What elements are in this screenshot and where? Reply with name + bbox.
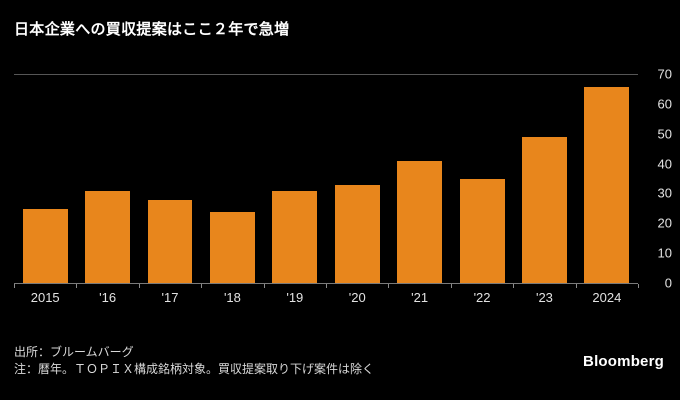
bar-2015 xyxy=(22,208,68,283)
plot-area xyxy=(14,74,639,288)
bar-18 xyxy=(209,211,255,283)
bar-16 xyxy=(85,190,131,283)
x-tick-mark xyxy=(201,284,203,288)
x-axis-label: '21 xyxy=(411,290,429,305)
x-tick-mark xyxy=(638,284,639,288)
bar-slot xyxy=(513,75,575,283)
bar-slot xyxy=(139,75,201,283)
bars-group xyxy=(14,75,638,283)
note-text: 注：暦年。ＴＯＰＩＸ構成銘柄対象。買収提案取り下げ案件は除く xyxy=(14,362,375,376)
x-axis-label: 2024 xyxy=(592,290,622,305)
x-axis-label: '17 xyxy=(161,290,179,305)
x-axis-baseline xyxy=(14,283,638,284)
y-axis-label: 70 xyxy=(657,66,672,82)
bar-slot xyxy=(388,75,450,283)
x-axis-label: '20 xyxy=(348,290,366,305)
bar-slot xyxy=(326,75,388,283)
x-axis-label: '22 xyxy=(473,290,491,305)
y-axis-label: 0 xyxy=(664,275,672,291)
bar-20 xyxy=(334,184,380,283)
x-tick-mark xyxy=(14,284,15,288)
bar-17 xyxy=(147,199,193,283)
bar-23 xyxy=(521,137,567,283)
x-tick-mark xyxy=(76,284,78,288)
x-tick-mark xyxy=(575,284,577,288)
source-text: 出所：ブルームバーグ xyxy=(14,345,134,359)
y-axis-label: 50 xyxy=(657,126,672,142)
x-axis-label: '19 xyxy=(286,290,304,305)
bar-slot xyxy=(576,75,638,283)
x-axis-label: '18 xyxy=(223,290,241,305)
bar-19 xyxy=(272,190,318,283)
bar-slot xyxy=(76,75,138,283)
bar-slot xyxy=(201,75,263,283)
bar-slot xyxy=(14,75,76,283)
x-tick-mark xyxy=(388,284,390,288)
bar-slot xyxy=(264,75,326,283)
y-axis: 0 10 20 30 40 50 60 70 xyxy=(644,68,672,290)
x-tick-mark xyxy=(450,284,452,288)
x-axis-label: '23 xyxy=(535,290,553,305)
bloomberg-logo: Bloomberg xyxy=(583,353,664,370)
x-tick-mark xyxy=(326,284,327,288)
x-ticks xyxy=(14,283,639,288)
chart-title: 日本企業への買収提案はここ２年で急増 xyxy=(14,21,290,38)
bar-2024 xyxy=(584,86,630,283)
y-axis-label: 10 xyxy=(657,245,672,261)
x-tick-mark xyxy=(513,284,515,288)
x-tick-mark xyxy=(138,284,140,288)
bar-22 xyxy=(459,179,505,283)
y-axis-label: 40 xyxy=(657,156,672,172)
y-axis-label: 30 xyxy=(657,185,672,201)
x-tick-mark xyxy=(263,284,265,288)
x-axis-label: '16 xyxy=(99,290,117,305)
bar-21 xyxy=(397,161,443,283)
x-axis-labels: 2015 '16 '17 '18 '19 '20 '21 '22 '23 2024 xyxy=(14,290,638,305)
bar-slot xyxy=(451,75,513,283)
y-axis-label: 60 xyxy=(657,96,672,112)
x-axis-label: 2015 xyxy=(30,290,60,305)
y-axis-label: 20 xyxy=(657,215,672,231)
